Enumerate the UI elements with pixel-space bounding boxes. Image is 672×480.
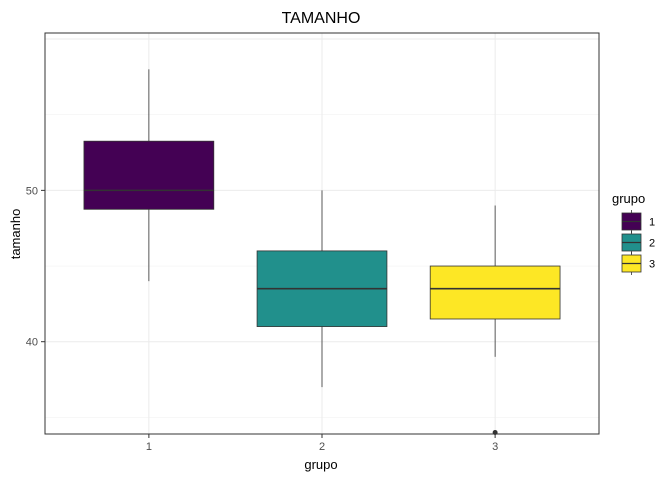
x-tick-label: 3 — [492, 441, 498, 453]
box-category-1 — [83, 69, 215, 282]
legend: grupo 1 2 3 — [612, 191, 655, 275]
box-iqr — [83, 140, 215, 210]
x-tick-label: 2 — [319, 441, 325, 453]
legend-item-1: 1 — [621, 210, 655, 233]
y-tick-label: 40 — [26, 337, 38, 349]
box-category-2 — [256, 190, 388, 388]
x-axis-title: grupo — [304, 457, 337, 472]
box-category-3 — [429, 205, 561, 435]
chart-title: TAMANHO — [282, 10, 361, 27]
legend-item-2: 2 — [621, 231, 655, 254]
y-tick-label: 50 — [26, 185, 38, 197]
x-tick-label: 1 — [146, 441, 152, 453]
legend-label: 2 — [649, 238, 655, 250]
box-iqr — [429, 265, 561, 320]
legend-label: 3 — [649, 259, 655, 271]
box-series — [83, 69, 561, 435]
legend-title: grupo — [612, 191, 645, 206]
y-axis-title: tamanho — [8, 209, 23, 260]
legend-item-3: 3 — [621, 252, 655, 275]
legend-label: 1 — [649, 217, 655, 229]
axes: 40 50 1 2 3 — [26, 185, 498, 453]
